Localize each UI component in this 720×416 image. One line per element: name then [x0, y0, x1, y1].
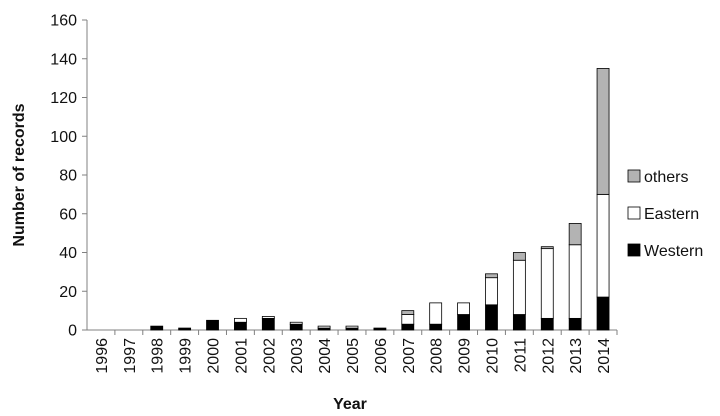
- x-tick-label: 1997: [122, 338, 139, 374]
- x-tick-label: 2005: [345, 338, 362, 374]
- bar-segment-others: [512, 252, 526, 261]
- bar-segment-eastern: [345, 325, 359, 329]
- bar-segment-eastern: [261, 316, 275, 319]
- bar-segment-eastern: [512, 259, 526, 315]
- x-tick-label: 2013: [568, 338, 585, 374]
- legend-label-western: Western: [644, 243, 703, 260]
- bar-segment-western: [206, 319, 219, 331]
- y-tick-label: 80: [59, 168, 77, 185]
- y-tick-label: 120: [50, 90, 77, 107]
- bar-segment-western: [289, 323, 303, 331]
- bar-segment-eastern: [429, 302, 443, 325]
- bar-segment-eastern: [234, 317, 247, 323]
- x-axis-title: Year: [333, 396, 367, 413]
- bar-segment-western: [457, 314, 470, 331]
- x-tick-label: 2008: [429, 338, 446, 374]
- bar-segment-eastern: [289, 321, 303, 325]
- x-tick-label: 2014: [596, 338, 613, 374]
- bar-segment-western: [429, 323, 443, 331]
- x-tick-label: 2006: [373, 338, 390, 374]
- bar-segment-others: [568, 223, 582, 246]
- x-tick-label: 1996: [94, 338, 111, 374]
- bar-segment-eastern: [457, 302, 470, 315]
- x-tick-label: 1999: [178, 338, 195, 374]
- bar-segment-western: [568, 317, 582, 331]
- bar-segment-others: [401, 310, 415, 315]
- bar-segment-western: [150, 325, 164, 331]
- x-tick-label: 2000: [206, 338, 223, 374]
- x-tick-label: 2002: [261, 338, 278, 374]
- bar-segment-western: [485, 304, 498, 331]
- bar-segment-western: [373, 327, 387, 331]
- bar-segment-western: [596, 296, 610, 331]
- y-axis-title: Number of records: [11, 103, 28, 246]
- x-tick-label: 2001: [233, 338, 250, 374]
- bar-segment-eastern: [596, 193, 610, 298]
- bar-segment-western: [234, 321, 247, 331]
- y-tick-label: 60: [59, 206, 77, 223]
- y-tick-label: 20: [59, 284, 77, 301]
- y-tick-label: 0: [68, 323, 77, 340]
- bar-segment-eastern: [317, 325, 331, 329]
- bar-segment-others: [540, 246, 554, 250]
- legend-swatch-western: [627, 243, 641, 257]
- bar-segment-western: [512, 314, 526, 331]
- x-tick-label: 2009: [457, 338, 474, 374]
- legend-swatch-eastern: [627, 206, 641, 220]
- bar-segment-eastern: [568, 244, 582, 319]
- bar-segment-western: [261, 317, 275, 331]
- y-tick-label: 160: [50, 13, 77, 30]
- x-tick-label: 2003: [289, 338, 306, 374]
- bar-segment-western: [540, 317, 554, 331]
- y-tick-label: 100: [50, 129, 77, 146]
- y-tick-label: 140: [50, 51, 77, 68]
- x-tick-label: 2010: [484, 338, 501, 374]
- y-tick-label: 40: [59, 245, 77, 262]
- legend-label-eastern: Eastern: [644, 206, 699, 223]
- bar-segment-eastern: [540, 248, 554, 319]
- bar-segment-western: [178, 327, 192, 331]
- x-tick-label: 2007: [401, 338, 418, 374]
- bar-segment-western: [401, 323, 415, 331]
- legend-swatch-others: [627, 169, 641, 183]
- bar-segment-others: [485, 273, 498, 279]
- bar-segment-others: [596, 68, 610, 195]
- x-tick-label: 2012: [540, 338, 557, 374]
- x-tick-label: 2004: [317, 338, 334, 374]
- bar-segment-eastern: [401, 314, 415, 325]
- x-tick-label: 2011: [512, 338, 529, 373]
- legend-label-others: others: [644, 169, 688, 186]
- x-tick-label: 1998: [150, 338, 167, 374]
- bar-segment-eastern: [485, 277, 498, 306]
